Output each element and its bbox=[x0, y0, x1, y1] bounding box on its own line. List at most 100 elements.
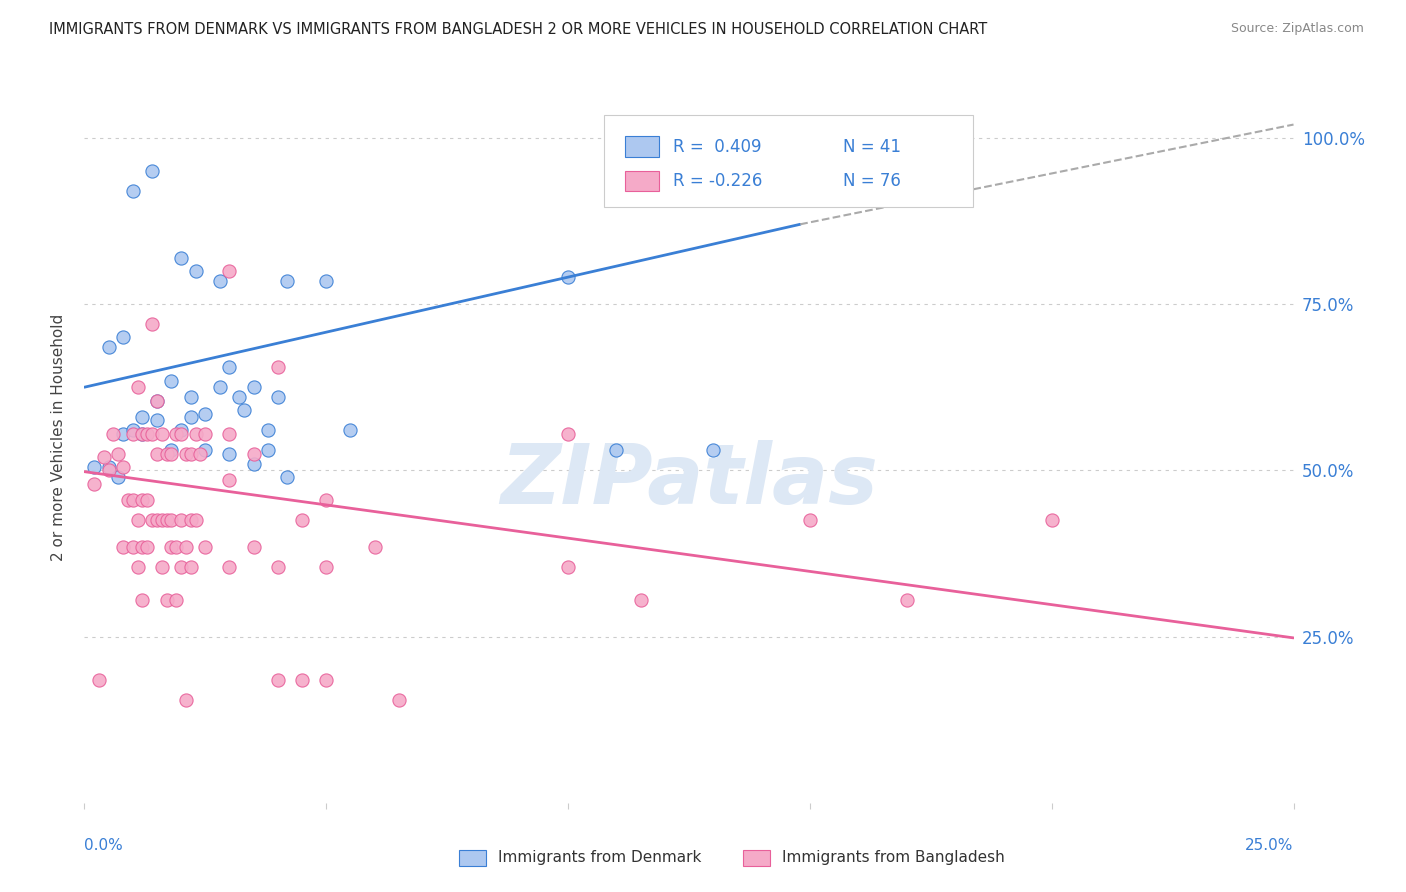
FancyBboxPatch shape bbox=[605, 115, 973, 207]
Point bbox=[170, 424, 193, 438]
Text: N = 76: N = 76 bbox=[842, 172, 900, 190]
Point bbox=[141, 317, 163, 331]
Point bbox=[799, 164, 821, 178]
Point bbox=[146, 393, 169, 408]
Point bbox=[1040, 513, 1063, 527]
Point bbox=[291, 513, 314, 527]
Point bbox=[233, 403, 256, 417]
Point bbox=[127, 380, 149, 394]
Text: 25.0%: 25.0% bbox=[1246, 838, 1294, 853]
Point bbox=[194, 540, 217, 554]
Point bbox=[605, 443, 627, 458]
Point bbox=[160, 443, 183, 458]
Point bbox=[180, 559, 202, 574]
Point bbox=[146, 393, 169, 408]
Point bbox=[112, 540, 135, 554]
Point bbox=[363, 540, 385, 554]
Point bbox=[141, 426, 163, 441]
Point bbox=[180, 410, 202, 425]
Text: Immigrants from Bangladesh: Immigrants from Bangladesh bbox=[782, 850, 1005, 865]
Text: Source: ZipAtlas.com: Source: ZipAtlas.com bbox=[1230, 22, 1364, 36]
Point bbox=[267, 559, 290, 574]
Point bbox=[150, 559, 173, 574]
Point bbox=[150, 426, 173, 441]
Point bbox=[83, 476, 105, 491]
Point bbox=[170, 513, 193, 527]
Point bbox=[190, 447, 212, 461]
Point bbox=[121, 426, 143, 441]
Point bbox=[218, 360, 240, 375]
Point bbox=[160, 447, 183, 461]
Point bbox=[208, 380, 231, 394]
Bar bbox=[624, 171, 659, 191]
Point bbox=[702, 443, 724, 458]
Text: Immigrants from Denmark: Immigrants from Denmark bbox=[498, 850, 702, 865]
Point bbox=[83, 460, 105, 475]
Point bbox=[242, 457, 264, 471]
Point bbox=[218, 559, 240, 574]
Point bbox=[165, 426, 187, 441]
Point bbox=[141, 164, 163, 178]
Point bbox=[155, 447, 177, 461]
Point bbox=[136, 426, 159, 441]
Point bbox=[557, 270, 579, 285]
Text: ZIPatlas: ZIPatlas bbox=[501, 441, 877, 522]
Point bbox=[160, 513, 183, 527]
Point bbox=[267, 673, 290, 687]
Point bbox=[242, 540, 264, 554]
Point bbox=[131, 593, 153, 607]
Point bbox=[121, 184, 143, 198]
Point bbox=[131, 426, 153, 441]
Point bbox=[557, 559, 579, 574]
Point bbox=[136, 493, 159, 508]
Point bbox=[276, 274, 298, 288]
Point bbox=[170, 426, 193, 441]
Point bbox=[170, 251, 193, 265]
Point bbox=[165, 593, 187, 607]
Point bbox=[146, 513, 169, 527]
Point bbox=[799, 513, 821, 527]
Point bbox=[112, 460, 135, 475]
Point bbox=[160, 540, 183, 554]
Text: IMMIGRANTS FROM DENMARK VS IMMIGRANTS FROM BANGLADESH 2 OR MORE VEHICLES IN HOUS: IMMIGRANTS FROM DENMARK VS IMMIGRANTS FR… bbox=[49, 22, 987, 37]
Point bbox=[127, 513, 149, 527]
Point bbox=[121, 493, 143, 508]
Point bbox=[131, 410, 153, 425]
Point bbox=[121, 424, 143, 438]
Point bbox=[165, 540, 187, 554]
Point bbox=[155, 513, 177, 527]
Point bbox=[315, 493, 337, 508]
Y-axis label: 2 or more Vehicles in Household: 2 or more Vehicles in Household bbox=[51, 313, 66, 561]
Point bbox=[194, 426, 217, 441]
Point bbox=[218, 447, 240, 461]
Point bbox=[107, 470, 129, 484]
Point bbox=[184, 426, 207, 441]
Point bbox=[388, 692, 411, 706]
Point bbox=[103, 426, 125, 441]
Point bbox=[194, 443, 217, 458]
Point bbox=[150, 513, 173, 527]
Point bbox=[257, 443, 280, 458]
Text: R = -0.226: R = -0.226 bbox=[673, 172, 762, 190]
Text: 0.0%: 0.0% bbox=[84, 838, 124, 853]
Point bbox=[131, 426, 153, 441]
Point bbox=[97, 460, 120, 475]
Point bbox=[184, 513, 207, 527]
Point bbox=[218, 264, 240, 278]
Point bbox=[291, 673, 314, 687]
Point bbox=[339, 424, 361, 438]
Point bbox=[87, 673, 110, 687]
Point bbox=[180, 447, 202, 461]
Point bbox=[112, 426, 135, 441]
Point bbox=[121, 540, 143, 554]
Point bbox=[155, 593, 177, 607]
Point bbox=[174, 447, 197, 461]
Point bbox=[242, 380, 264, 394]
Point bbox=[276, 470, 298, 484]
Point bbox=[136, 540, 159, 554]
Point bbox=[180, 513, 202, 527]
Point bbox=[184, 264, 207, 278]
Point bbox=[896, 593, 918, 607]
Point bbox=[267, 360, 290, 375]
Point bbox=[93, 450, 115, 464]
